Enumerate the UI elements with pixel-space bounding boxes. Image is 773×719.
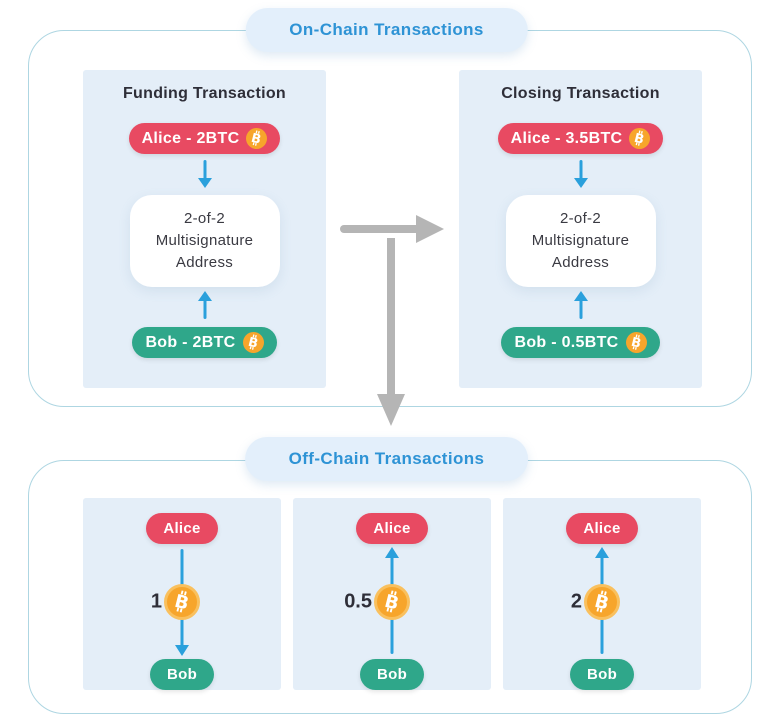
arrow-up-icon	[573, 291, 588, 319]
svg-text:B: B	[246, 334, 259, 351]
offchain-header-label: Off-Chain Transactions	[288, 449, 485, 468]
svg-text:B: B	[382, 590, 400, 614]
funding-title: Funding Transaction	[122, 85, 287, 102]
bob-closing-label: Bob - 0.5BTC	[514, 333, 619, 351]
svg-text:B: B	[592, 590, 610, 614]
bob-funding-pill: Bob - 2BTC B	[132, 327, 277, 358]
arrow-up-icon	[197, 291, 212, 319]
payment-amount: 1	[150, 590, 162, 612]
alice-label: Alice	[583, 520, 621, 537]
alice-pill: Alice	[146, 513, 218, 544]
svg-text:B: B	[633, 130, 646, 147]
payment-flow: 0.5 B	[293, 544, 491, 659]
offchain-panel-3: Alice 2 B Bob	[503, 498, 701, 690]
alice-pill: Alice	[566, 513, 638, 544]
bitcoin-icon: B	[374, 583, 410, 620]
payment-flow: 1 B	[83, 544, 281, 659]
arrow-down-icon	[573, 160, 588, 188]
arrow-up-icon	[595, 547, 609, 558]
alice-closing-label: Alice - 3.5BTC	[510, 129, 623, 147]
bob-label: Bob	[166, 666, 198, 683]
funding-transaction-panel: Funding Transaction Alice - 2BTC B 2-of-…	[83, 70, 326, 388]
payment-flow: 2 B	[503, 544, 701, 659]
arrow-up-icon	[385, 547, 399, 558]
bitcoin-icon: B	[246, 128, 268, 149]
bob-label: Bob	[376, 666, 408, 683]
alice-funding-label: Alice - 2BTC	[141, 129, 240, 147]
alice-closing-pill: Alice - 3.5BTC B	[497, 123, 664, 154]
multisig-line: Multisignature	[531, 232, 630, 249]
onchain-header-label: On-Chain Transactions	[289, 20, 484, 39]
bitcoin-icon: B	[629, 128, 651, 149]
onchain-header-pill: On-Chain Transactions	[245, 8, 528, 52]
arrow-down-icon	[197, 160, 212, 188]
multisig-line: Address	[551, 254, 610, 271]
bob-pill: Bob	[149, 659, 215, 690]
payment-amount: 0.5	[344, 590, 372, 612]
svg-text:B: B	[250, 130, 263, 147]
alice-pill: Alice	[356, 513, 428, 544]
offchain-panel-2: Alice 0.5 B Bob	[293, 498, 491, 690]
offchain-header-pill: Off-Chain Transactions	[244, 437, 529, 481]
bitcoin-icon: B	[584, 583, 620, 620]
bob-label: Bob	[586, 666, 618, 683]
flow-arrows-icon	[340, 215, 444, 426]
bob-funding-label: Bob - 2BTC	[145, 333, 236, 351]
alice-label: Alice	[163, 520, 201, 537]
bitcoin-icon: B	[164, 583, 200, 620]
closing-transaction-panel: Closing Transaction Alice - 3.5BTC B 2-o…	[459, 70, 702, 388]
multisig-line: Address	[175, 254, 234, 271]
multisig-line: 2-of-2	[560, 210, 601, 227]
svg-text:B: B	[629, 334, 642, 351]
multisig-line: Multisignature	[155, 232, 254, 249]
bitcoin-icon: B	[625, 332, 647, 353]
offchain-panel-1: Alice 1 B Bob	[83, 498, 281, 690]
arrow-down-icon	[175, 645, 189, 656]
closing-title: Closing Transaction	[501, 85, 660, 102]
alice-label: Alice	[373, 520, 411, 537]
funding-multisig-box: 2-of-2 Multisignature Address	[129, 195, 280, 287]
multisig-line: 2-of-2	[184, 210, 225, 227]
bob-pill: Bob	[359, 659, 425, 690]
bob-pill: Bob	[569, 659, 635, 690]
bob-closing-pill: Bob - 0.5BTC B	[501, 327, 660, 358]
alice-funding-pill: Alice - 2BTC B	[128, 123, 281, 154]
closing-multisig-box: 2-of-2 Multisignature Address	[505, 195, 656, 287]
svg-text:B: B	[172, 590, 190, 614]
bitcoin-icon: B	[242, 332, 264, 353]
payment-amount: 2	[570, 590, 582, 612]
